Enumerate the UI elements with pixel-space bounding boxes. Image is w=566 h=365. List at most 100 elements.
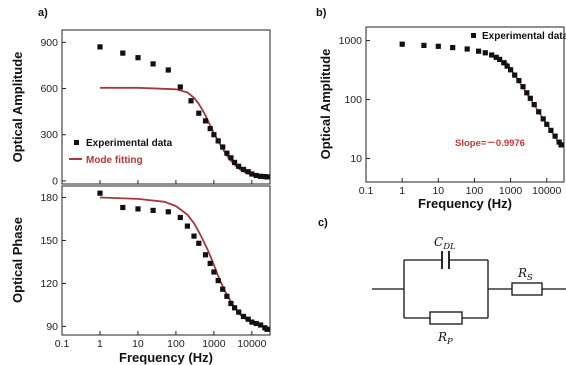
aBot-point-11 [211, 269, 217, 275]
aTop-ytick-label-1: 300 [40, 129, 58, 141]
panel-a-x-label: Frequency (Hz) [119, 350, 213, 365]
aBot-point-0 [97, 190, 103, 196]
aTop-point-5 [177, 84, 183, 90]
aBot-ytick-label-2: 150 [40, 235, 58, 247]
b-point-0 [399, 41, 405, 47]
panel-b-y-ticks: 10 100 1000 [339, 35, 370, 165]
resistor-rs [511, 282, 543, 296]
aBot-xtick-label-4: 1000 [202, 338, 226, 350]
b-point-3 [450, 45, 456, 51]
aTop-point-14 [228, 155, 234, 161]
aBot-point-12 [215, 278, 221, 284]
legend-points-label: Experimental data [86, 138, 173, 149]
aBot-point-20 [249, 319, 255, 325]
aTop-point-17 [240, 166, 247, 172]
b-point-19 [536, 109, 542, 115]
label-cdl-main: C [434, 235, 443, 249]
aTop-point-1 [120, 50, 126, 56]
b-point-25 [558, 142, 564, 148]
aTop-ytick-label-0: 0 [52, 175, 58, 187]
b-point-6 [482, 50, 488, 56]
aTop-point-7 [196, 110, 202, 116]
label-cdl-sub: DL [442, 242, 456, 252]
aTop-point-10 [211, 132, 217, 138]
aBot-xtick-label-1: 1 [97, 338, 103, 350]
b-point-17 [527, 95, 533, 101]
b-xtick-label-1: 1 [399, 185, 405, 197]
aTop-point-15 [232, 159, 238, 165]
panel-a-bottom-chart: 90 120 150 180 0.1 1 10 100 1000 10000 Optical P… [10, 185, 271, 365]
b-point-1 [421, 42, 427, 48]
aBot-xtick-label-2: 10 [132, 338, 144, 350]
panel-a-top-points [97, 44, 270, 180]
aTop-ytick-label-3: 900 [40, 37, 58, 49]
panel-a-bottom-frame [61, 185, 271, 336]
b-point-22 [548, 127, 554, 133]
panel-a-bottom-y-label: Optical Phase [10, 217, 25, 303]
aTop-point-20 [253, 172, 259, 179]
aBot-point-22 [258, 322, 264, 328]
aBot-point-2 [135, 206, 141, 212]
aTop-point-2 [135, 55, 141, 61]
b-point-15 [520, 84, 526, 90]
aBot-point-24 [264, 326, 270, 332]
panel-a-top-x-ticks [61, 180, 253, 184]
aBot-xtick-label-5: 10000 [237, 338, 266, 350]
aBot-point-13 [220, 286, 226, 292]
panel-a-top-chart: 0 300 600 900 Optical Amplitude Experimenta… [10, 29, 271, 187]
aTop-point-21 [258, 173, 264, 179]
aBot-point-17 [236, 309, 242, 315]
aTop-point-12 [220, 144, 226, 150]
label-rs-main: R [517, 266, 527, 280]
aBot-point-7 [191, 233, 197, 239]
b-point-9 [497, 56, 503, 62]
aBot-ytick-label-3: 180 [40, 192, 58, 204]
panel-label-c: c) [318, 217, 328, 229]
aBot-ytick-label-0: 90 [46, 321, 58, 333]
aTop-point-13 [224, 150, 230, 156]
panel-b-legend-marker [471, 33, 476, 38]
aTop-point-23 [264, 174, 270, 180]
aBot-point-15 [228, 300, 234, 307]
label-rs-sub: S [527, 273, 533, 283]
aTop-point-6 [188, 98, 194, 104]
legend-marker-points [74, 140, 79, 145]
label-rs: RS [517, 266, 533, 283]
label-rp-main: R [437, 330, 447, 344]
label-rp: RP [437, 330, 453, 347]
b-point-8 [493, 54, 499, 60]
b-point-2 [435, 43, 441, 49]
aBot-point-9 [202, 252, 209, 258]
label-cdl: CDL [434, 235, 456, 252]
label-rp-sub: P [446, 337, 453, 347]
b-point-18 [531, 102, 537, 108]
panel-b-points [399, 41, 564, 148]
panel-b-legend-label: Experimental data [482, 31, 566, 42]
aBot-point-10 [207, 260, 213, 266]
panel-b-slope-annotation: Slope=－0.9976 [455, 138, 525, 149]
aBot-point-5 [177, 214, 183, 221]
aTop-point-18 [245, 169, 251, 175]
aBot-point-6 [184, 223, 190, 229]
panel-b-x-ticks: 0.1 1 10 100 1000 10000 [359, 178, 562, 197]
aTop-point-11 [215, 138, 221, 144]
aBot-point-3 [150, 207, 156, 213]
panel-a-bottom-fit [99, 196, 268, 329]
b-point-11 [504, 63, 510, 69]
aTop-point-9 [207, 126, 213, 132]
b-xtick-label-5: 10000 [532, 185, 561, 197]
b-ytick-label-2: 1000 [339, 35, 363, 47]
panel-c-circuit [372, 251, 566, 325]
panel-a-top-y-ticks: 0 300 600 900 [40, 37, 66, 187]
panel-label-b: b) [316, 7, 327, 19]
aTop-point-0 [97, 44, 103, 50]
aBot-xtick-label-0: 0.1 [55, 338, 70, 350]
aBot-point-16 [232, 305, 238, 311]
panel-b-frame [365, 26, 565, 183]
aTop-point-4 [165, 67, 171, 73]
aBot-point-8 [196, 240, 202, 246]
b-point-7 [489, 52, 495, 58]
b-point-4 [464, 46, 470, 52]
